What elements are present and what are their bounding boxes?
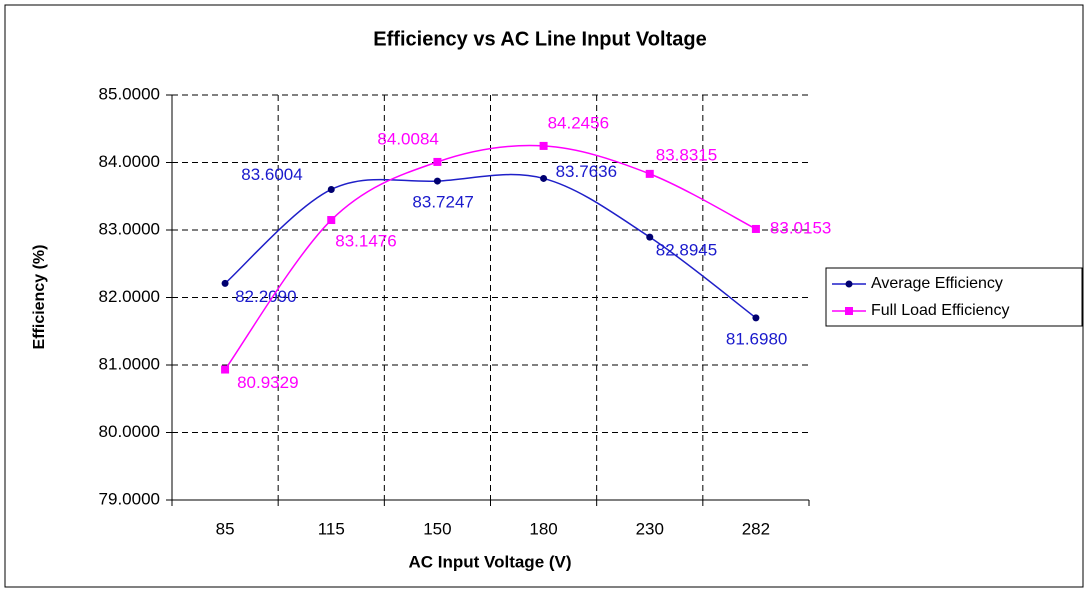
y-tick-label: 83.0000: [99, 219, 160, 238]
data-label: 82.8945: [656, 241, 717, 260]
data-label: 80.9329: [237, 373, 298, 392]
y-tick-label: 84.0000: [99, 152, 160, 171]
chart-title: Efficiency vs AC Line Input Voltage: [373, 28, 706, 50]
point: [646, 233, 654, 241]
legend-marker: [845, 280, 853, 288]
legend-label: Average Efficiency: [871, 275, 1003, 292]
y-tick-label: 79.0000: [99, 489, 160, 508]
data-label: 83.1476: [335, 232, 396, 251]
series-line: [224, 173, 757, 319]
x-axis-label: AC Input Voltage (V): [408, 552, 571, 571]
legend-box: [825, 267, 1083, 327]
x-tick-label: 282: [742, 519, 770, 538]
y-tick-label: 85.0000: [99, 84, 160, 103]
point: [327, 216, 336, 225]
x-tick-label: 180: [529, 519, 557, 538]
y-tick-label: 82.0000: [99, 287, 160, 306]
point: [221, 279, 229, 287]
point: [433, 157, 442, 166]
legend-label: Full Load Efficiency: [871, 302, 1009, 319]
y-tick-label: 81.0000: [99, 354, 160, 373]
point: [540, 174, 548, 182]
point: [645, 169, 654, 178]
point: [433, 177, 441, 185]
point: [221, 365, 230, 374]
point: [539, 141, 548, 150]
data-label: 83.7636: [556, 162, 617, 181]
x-tick-label: 230: [636, 519, 664, 538]
point: [751, 224, 760, 233]
x-tick-label: 150: [423, 519, 451, 538]
data-label: 83.8315: [656, 145, 717, 164]
data-label: 83.0153: [770, 218, 831, 237]
data-label: 82.2090: [235, 287, 296, 306]
data-label: 84.2456: [548, 113, 609, 132]
y-tick-label: 80.0000: [99, 422, 160, 441]
data-label: 81.6980: [726, 329, 787, 348]
x-tick-label: 115: [318, 519, 345, 538]
legend-marker: [845, 307, 853, 315]
point: [752, 314, 760, 322]
series-line: [224, 144, 757, 370]
point: [327, 185, 335, 193]
data-label: 84.0084: [377, 129, 438, 148]
x-tick-label: 85: [216, 519, 235, 538]
data-label: 83.7247: [412, 193, 473, 212]
data-label: 83.6004: [241, 165, 302, 184]
y-axis-label: Efficiency (%): [31, 245, 48, 350]
